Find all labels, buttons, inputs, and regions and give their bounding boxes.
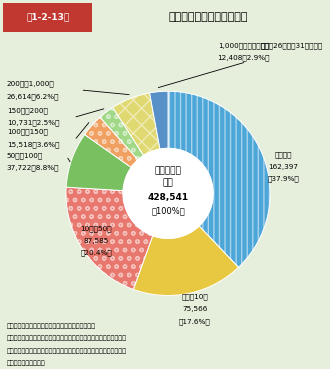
Text: である。: である。 [7, 361, 45, 366]
Text: 12,408（2.9%）: 12,408（2.9%） [217, 54, 270, 61]
Text: 200倍〜1,000倍: 200倍〜1,000倍 [7, 81, 54, 87]
Text: 第1-2-13図: 第1-2-13図 [26, 12, 70, 21]
Text: 10倍〜50倍: 10倍〜50倍 [81, 225, 112, 232]
Text: 1,000倍を超えるもの: 1,000倍を超えるもの [218, 42, 269, 49]
Text: （17.6%）: （17.6%） [179, 318, 211, 325]
Text: 危険物施設の規模別構成比: 危険物施設の規模別構成比 [168, 12, 248, 22]
Text: 10,731（2.5%）: 10,731（2.5%） [7, 120, 59, 126]
Text: ５倍以下: ５倍以下 [274, 151, 292, 158]
Bar [3, 3, 92, 32]
Text: 総数: 総数 [163, 179, 174, 188]
Text: 関する政令別表第三で定める指定数量で除して得た数値: 関する政令別表第三で定める指定数量で除して得た数値 [7, 348, 127, 354]
Text: 100倍〜150倍: 100倍〜150倍 [7, 129, 48, 135]
Text: （20.4%）: （20.4%） [81, 250, 112, 256]
Text: 150倍〜200倍: 150倍〜200倍 [7, 107, 48, 114]
Text: ２　倍数は貯蔵最大数量又は取扱最大数量を危険物の規制に: ２ 倍数は貯蔵最大数量又は取扱最大数量を危険物の規制に [7, 336, 127, 341]
Text: （備考）　１　「危険物規制事務調査」により作成: （備考） １ 「危険物規制事務調査」により作成 [7, 323, 96, 329]
Text: （37.9%）: （37.9%） [267, 176, 299, 182]
Text: 162,397: 162,397 [268, 163, 298, 170]
Wedge shape [113, 93, 160, 156]
Text: 37,722（8.8%）: 37,722（8.8%） [7, 165, 59, 171]
Wedge shape [149, 91, 168, 149]
Text: ５倍〜10倍: ５倍〜10倍 [181, 294, 208, 300]
Text: 50倍〜100倍: 50倍〜100倍 [7, 152, 43, 159]
Text: （平成26年３月31日現在）: （平成26年３月31日現在） [261, 42, 323, 49]
Text: （100%）: （100%） [151, 206, 185, 215]
Circle shape [123, 148, 213, 238]
Wedge shape [84, 117, 138, 168]
Text: 15,518（3.6%）: 15,518（3.6%） [7, 141, 59, 148]
Text: 428,541: 428,541 [148, 193, 189, 202]
Wedge shape [66, 187, 153, 289]
Wedge shape [100, 107, 144, 160]
Wedge shape [168, 91, 270, 268]
Wedge shape [133, 226, 239, 296]
Text: 87,585: 87,585 [84, 238, 109, 244]
Text: 危険物施設: 危険物施設 [155, 166, 182, 175]
Text: 75,566: 75,566 [182, 306, 207, 312]
Text: 26,614（6.2%）: 26,614（6.2%） [7, 93, 59, 100]
Wedge shape [66, 135, 131, 191]
